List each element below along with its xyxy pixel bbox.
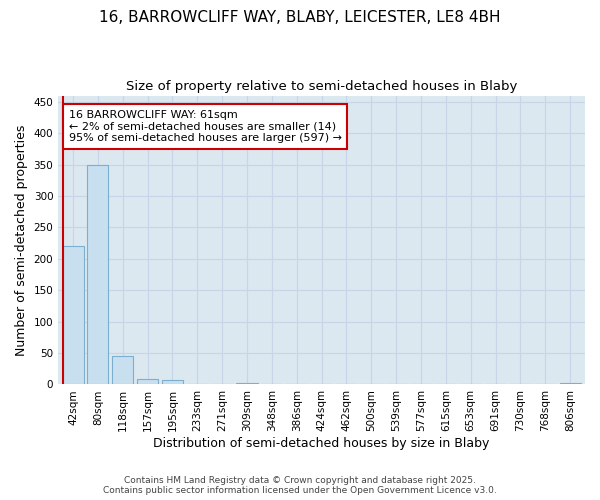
Bar — [88, 164, 109, 384]
Text: Contains HM Land Registry data © Crown copyright and database right 2025.
Contai: Contains HM Land Registry data © Crown c… — [103, 476, 497, 495]
Bar — [236, 382, 257, 384]
Bar — [62, 246, 83, 384]
Bar — [162, 380, 183, 384]
Text: 16, BARROWCLIFF WAY, BLABY, LEICESTER, LE8 4BH: 16, BARROWCLIFF WAY, BLABY, LEICESTER, L… — [99, 10, 501, 25]
Y-axis label: Number of semi-detached properties: Number of semi-detached properties — [15, 124, 28, 356]
Bar — [560, 382, 581, 384]
X-axis label: Distribution of semi-detached houses by size in Blaby: Distribution of semi-detached houses by … — [154, 437, 490, 450]
Title: Size of property relative to semi-detached houses in Blaby: Size of property relative to semi-detach… — [126, 80, 517, 93]
Text: 16 BARROWCLIFF WAY: 61sqm
← 2% of semi-detached houses are smaller (14)
95% of s: 16 BARROWCLIFF WAY: 61sqm ← 2% of semi-d… — [69, 110, 342, 143]
Bar — [112, 356, 133, 384]
Bar — [137, 379, 158, 384]
